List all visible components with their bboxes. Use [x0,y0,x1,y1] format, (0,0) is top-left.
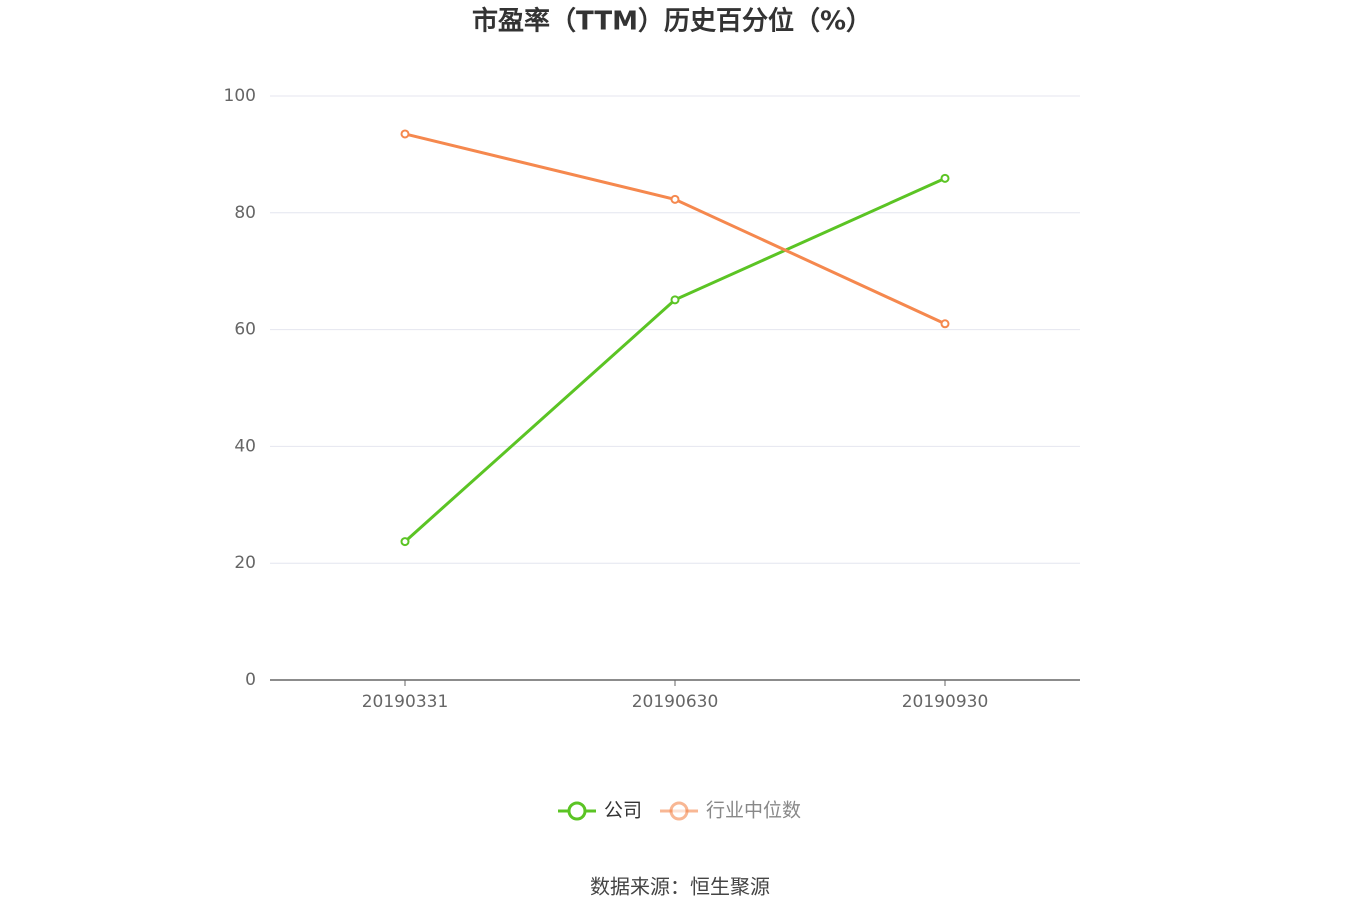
data-point [670,194,680,204]
x-tick-label: 20190630 [632,692,719,712]
y-tick-label: 20 [234,553,256,573]
legend-marker [669,801,689,821]
series-line [403,176,946,543]
y-tick-label: 60 [234,320,256,340]
x-tick-label: 20190331 [362,692,449,712]
y-tick-label: 40 [234,436,256,456]
series-line [404,132,946,326]
data-point [400,537,410,547]
source-note: 数据来源：恒生聚源 [590,875,770,899]
legend-label: 公司 [604,800,642,822]
legend-label: 行业中位数 [706,800,801,822]
y-tick-label: 0 [245,670,256,690]
y-tick-label: 100 [224,86,256,106]
x-tick-label: 20190930 [902,692,989,712]
data-point [940,319,950,329]
legend-marker [567,801,587,821]
data-point [400,129,410,139]
data-point [670,295,680,305]
y-tick-label: 80 [234,203,256,223]
chart-title: 市盈率（TTM）历史百分位（%） [472,6,872,37]
data-point [940,173,950,183]
